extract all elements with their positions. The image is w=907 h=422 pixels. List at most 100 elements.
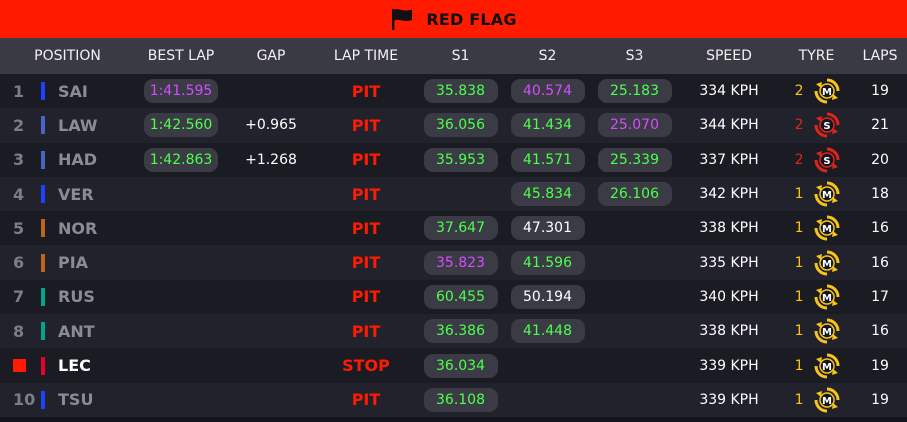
sector-2-time-cell: 41.596 <box>504 250 591 275</box>
sector-2-time: 47.301 <box>510 216 585 241</box>
tyre-age: 1 <box>794 186 804 203</box>
position-cell: 2 LAW <box>0 116 135 135</box>
sector-3-time-cell: 25.183 <box>591 79 678 104</box>
position-number: 3 <box>13 150 25 170</box>
speed-value: 338 KPH <box>699 220 759 237</box>
team-color-bar <box>41 390 45 409</box>
laps-value: 19 <box>871 83 889 100</box>
best-lap-cell: 1:41.595 <box>135 79 227 104</box>
table-row[interactable]: 6 PIA PIT 35.823 41.596 335 KPH 1 M 16 <box>0 245 907 280</box>
lap-status: PIT <box>351 184 381 204</box>
medium-tyre-icon: M <box>814 284 839 310</box>
position-number: 7 <box>13 287 25 307</box>
table-row[interactable]: 10 TSU PIT 36.108 339 KPH 1 M 19 <box>0 382 907 417</box>
table-row[interactable]: 2 LAW 1:42.560 +0.965 PIT 36.056 41.434 25.070 3… <box>0 108 907 143</box>
team-color-bar <box>41 322 45 341</box>
laps-value: 19 <box>871 357 889 374</box>
lap-status: PIT <box>351 253 381 273</box>
sector-1-time: 35.953 <box>423 147 498 172</box>
speed-value: 335 KPH <box>699 254 759 271</box>
svg-text:S: S <box>823 121 830 132</box>
sector-3-time: 25.339 <box>597 147 672 172</box>
tyre-age: 1 <box>794 220 804 237</box>
header-speed: SPEED <box>706 48 752 64</box>
sector-2-time: 41.571 <box>510 147 585 172</box>
medium-tyre-icon: M <box>814 318 839 344</box>
sector-3-time-cell: 25.339 <box>591 147 678 172</box>
sector-1-time: 36.386 <box>423 319 498 344</box>
position-cell: 4 VER <box>0 185 135 204</box>
sector-2-time: 45.834 <box>510 182 585 207</box>
speed-value: 337 KPH <box>699 151 759 168</box>
speed-value: 340 KPH <box>699 288 759 305</box>
driver-code: HAD <box>58 150 98 170</box>
medium-tyre-icon: M <box>814 250 839 276</box>
sector-1-time: 36.056 <box>423 113 498 138</box>
position-cell: 1 SAI <box>0 82 135 101</box>
tyre-age: 2 <box>794 151 804 168</box>
sector-1-time-cell: 36.056 <box>417 113 504 138</box>
svg-text:M: M <box>822 259 832 270</box>
svg-text:M: M <box>822 396 832 407</box>
svg-text:M: M <box>822 87 832 98</box>
table-row[interactable]: 3 HAD 1:42.863 +1.268 PIT 35.953 41.571 25.339 3… <box>0 142 907 177</box>
tyre-age: 1 <box>794 254 804 271</box>
best-lap: 1:42.560 <box>144 113 218 138</box>
table-row[interactable]: 4 VER PIT 45.834 26.106 342 KPH 1 M 18 <box>0 176 907 212</box>
driver-code: NOR <box>58 218 98 238</box>
driver-code: ANT <box>58 321 95 341</box>
position-cell: 8 ANT <box>0 322 135 341</box>
position-number: 4 <box>13 184 25 204</box>
speed-value: 339 KPH <box>699 391 759 408</box>
best-lap-cell: 1:42.863 <box>135 147 227 172</box>
sector-2-time: 41.448 <box>510 319 585 344</box>
sector-2-time-cell: 40.574 <box>504 79 591 104</box>
position-cell: LEC <box>0 356 135 375</box>
position-cell: 3 HAD <box>0 150 135 169</box>
header-position: POSITION <box>34 48 101 64</box>
timing-table-body: 1 SAI 1:41.595 PIT 35.838 40.574 25.183 334 KPH… <box>0 74 907 417</box>
position-number: 8 <box>13 321 25 341</box>
sector-1-time: 36.108 <box>423 387 498 412</box>
tyre-age: 1 <box>794 288 804 305</box>
driver-code: PIA <box>58 253 89 273</box>
soft-tyre-icon: S <box>814 147 839 173</box>
table-row[interactable]: LEC STOP 36.034 339 KPH 1 M 19 <box>0 348 907 383</box>
svg-text:M: M <box>822 190 832 201</box>
tyre-age: 1 <box>794 323 804 340</box>
table-row[interactable]: 1 SAI 1:41.595 PIT 35.838 40.574 25.183 334 KPH… <box>0 74 907 109</box>
table-row[interactable]: 5 NOR PIT 37.647 47.301 338 KPH 1 M 16 <box>0 211 907 246</box>
position-number: 10 <box>13 390 36 410</box>
driver-code: VER <box>58 184 94 204</box>
position-number: 5 <box>13 218 25 238</box>
lap-status: PIT <box>351 115 381 135</box>
header-lap-time: LAP TIME <box>333 48 399 64</box>
banner-title: RED FLAG <box>426 9 517 29</box>
tyre-age: 1 <box>794 391 804 408</box>
table-row[interactable]: 8 ANT PIT 36.386 41.448 338 KPH 1 M 16 <box>0 314 907 349</box>
header-best-lap: BEST LAP <box>147 48 215 64</box>
laps-value: 20 <box>871 151 889 168</box>
sector-2-time-cell: 41.448 <box>504 319 591 344</box>
speed-value: 344 KPH <box>699 117 759 134</box>
flag-icon <box>392 9 413 30</box>
laps-value: 18 <box>871 186 889 203</box>
svg-text:M: M <box>822 327 832 338</box>
header-s3: S3 <box>625 48 644 64</box>
laps-value: 16 <box>871 220 889 237</box>
team-color-bar <box>41 253 45 272</box>
position-cell: 7 RUS <box>0 287 135 306</box>
driver-code: SAI <box>58 81 88 101</box>
sector-2-time: 50.194 <box>510 284 585 309</box>
svg-text:M: M <box>822 293 832 304</box>
driver-code: RUS <box>58 287 95 307</box>
table-row[interactable]: 7 RUS PIT 60.455 50.194 340 KPH 1 M 17 <box>0 279 907 315</box>
position-cell: 10 TSU <box>0 390 135 409</box>
tyre-age: 2 <box>794 117 804 134</box>
position-cell: 5 NOR <box>0 219 135 238</box>
